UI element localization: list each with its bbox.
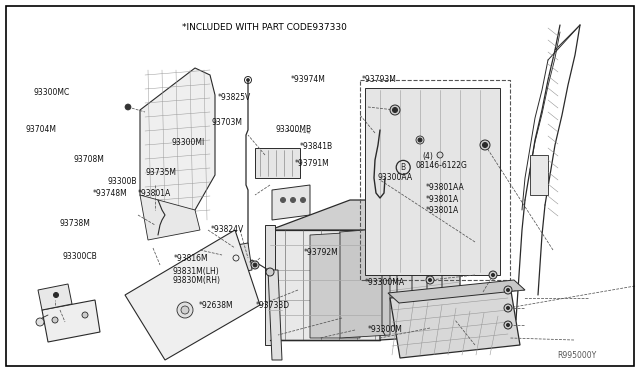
Text: *93733D: *93733D (256, 301, 290, 310)
Text: *93816M: *93816M (174, 254, 209, 263)
Circle shape (506, 289, 509, 292)
Text: *93801AA: *93801AA (426, 183, 465, 192)
Circle shape (36, 318, 44, 326)
Circle shape (492, 273, 495, 276)
Circle shape (480, 140, 490, 150)
Circle shape (253, 263, 257, 267)
Circle shape (483, 142, 488, 148)
Text: *93801A: *93801A (426, 195, 459, 203)
Circle shape (437, 152, 443, 158)
Polygon shape (390, 285, 520, 358)
Text: B: B (401, 163, 406, 172)
Circle shape (251, 261, 259, 269)
Text: 93708M: 93708M (74, 155, 104, 164)
Polygon shape (530, 155, 548, 195)
Circle shape (390, 105, 400, 115)
Text: 93300MI: 93300MI (172, 138, 205, 147)
Text: 93300CB: 93300CB (63, 252, 97, 261)
Circle shape (246, 78, 250, 81)
Text: *93841B: *93841B (300, 142, 333, 151)
Text: *93748M: *93748M (93, 189, 127, 198)
Polygon shape (380, 200, 460, 340)
Circle shape (504, 286, 512, 294)
Circle shape (504, 321, 512, 329)
Polygon shape (270, 230, 380, 340)
Text: *93801A: *93801A (426, 206, 459, 215)
Circle shape (418, 138, 422, 142)
Text: (4): (4) (422, 153, 433, 161)
Text: 93300B: 93300B (108, 177, 137, 186)
Polygon shape (310, 232, 360, 338)
Circle shape (54, 292, 58, 298)
Circle shape (506, 307, 509, 310)
Text: *93825V: *93825V (218, 93, 251, 102)
Text: 93738M: 93738M (60, 219, 90, 228)
Text: *93793M: *93793M (362, 75, 396, 84)
Text: 93831M(LH): 93831M(LH) (173, 267, 220, 276)
Polygon shape (365, 88, 500, 275)
Circle shape (392, 108, 397, 112)
Circle shape (280, 198, 285, 202)
Text: 93830M(RH): 93830M(RH) (173, 276, 221, 285)
Polygon shape (38, 284, 72, 310)
Polygon shape (220, 243, 252, 275)
Circle shape (177, 302, 193, 318)
Polygon shape (340, 228, 390, 338)
Circle shape (489, 271, 497, 279)
Text: 93704M: 93704M (26, 125, 56, 134)
Text: *93801A: *93801A (138, 189, 171, 198)
Circle shape (82, 312, 88, 318)
Polygon shape (125, 230, 260, 360)
Text: 93300MC: 93300MC (34, 88, 70, 97)
Text: 93703M: 93703M (211, 118, 242, 127)
Text: *93300MA: *93300MA (365, 278, 405, 287)
Circle shape (416, 136, 424, 144)
Text: *93974M: *93974M (291, 76, 326, 84)
Circle shape (506, 324, 509, 327)
Polygon shape (268, 270, 282, 360)
Text: R995000Y: R995000Y (557, 351, 596, 360)
Text: *93300M: *93300M (368, 325, 403, 334)
Text: *93824V: *93824V (211, 225, 244, 234)
Circle shape (504, 304, 512, 312)
Text: *92638M: *92638M (198, 301, 233, 310)
Text: 93300AA: 93300AA (378, 173, 413, 182)
Circle shape (429, 279, 431, 282)
Polygon shape (388, 280, 525, 303)
Polygon shape (140, 68, 215, 230)
Polygon shape (272, 185, 310, 220)
Circle shape (301, 198, 305, 202)
Text: 93735M: 93735M (146, 168, 177, 177)
Circle shape (426, 276, 434, 284)
Polygon shape (140, 195, 200, 240)
Polygon shape (255, 148, 300, 178)
Text: 93300MB: 93300MB (275, 125, 311, 134)
Text: *INCLUDED WITH PART CODE937330: *INCLUDED WITH PART CODE937330 (182, 23, 348, 32)
Circle shape (52, 317, 58, 323)
Circle shape (125, 104, 131, 110)
Text: *93791M: *93791M (294, 159, 329, 168)
Text: 08146-6122G: 08146-6122G (416, 161, 468, 170)
Circle shape (181, 306, 189, 314)
Circle shape (266, 268, 274, 276)
Polygon shape (270, 200, 460, 230)
Circle shape (291, 198, 296, 202)
Polygon shape (265, 225, 275, 345)
Text: *93792M: *93792M (304, 248, 339, 257)
Polygon shape (42, 300, 100, 342)
